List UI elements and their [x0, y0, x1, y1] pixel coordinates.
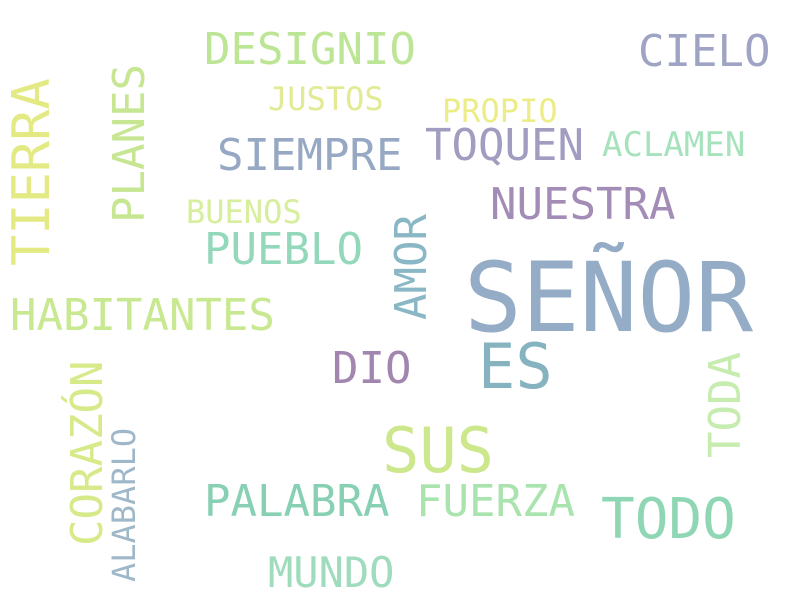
- word-sus: SUS: [382, 414, 494, 487]
- word-dio: DIO: [332, 343, 412, 394]
- word-todo: TODO: [601, 487, 736, 552]
- word-propio: PROPIO: [442, 92, 558, 130]
- word-cielo: CIELO: [638, 26, 771, 77]
- word-senor: SEÑOR: [464, 242, 753, 354]
- word-es: ES: [478, 330, 553, 403]
- word-aclamen: ACLAMEN: [602, 125, 746, 165]
- word-toda: TODA: [700, 352, 751, 458]
- word-fuerza: FUERZA: [416, 476, 575, 527]
- word-habitantes: HABITANTES: [10, 290, 275, 341]
- word-alabarlo: ALABARLO: [105, 427, 143, 582]
- word-tierra: TIERRA: [2, 78, 62, 266]
- word-toquen: TOQUEN: [425, 120, 584, 171]
- word-buenos: BUENOS: [186, 193, 302, 231]
- word-palabra: PALABRA: [204, 476, 390, 527]
- word-planes: PLANES: [104, 64, 155, 223]
- word-pueblo: PUEBLO: [204, 224, 363, 275]
- word-mundo: MUNDO: [268, 548, 395, 597]
- word-corazon: CORAZÓN: [62, 360, 113, 546]
- word-amor: AMOR: [386, 214, 437, 320]
- word-nuestra: NUESTRA: [490, 179, 676, 230]
- word-siempre: SIEMPRE: [217, 130, 403, 181]
- word-justos: JUSTOS: [268, 80, 384, 118]
- word-designio: DESIGNIO: [204, 24, 416, 75]
